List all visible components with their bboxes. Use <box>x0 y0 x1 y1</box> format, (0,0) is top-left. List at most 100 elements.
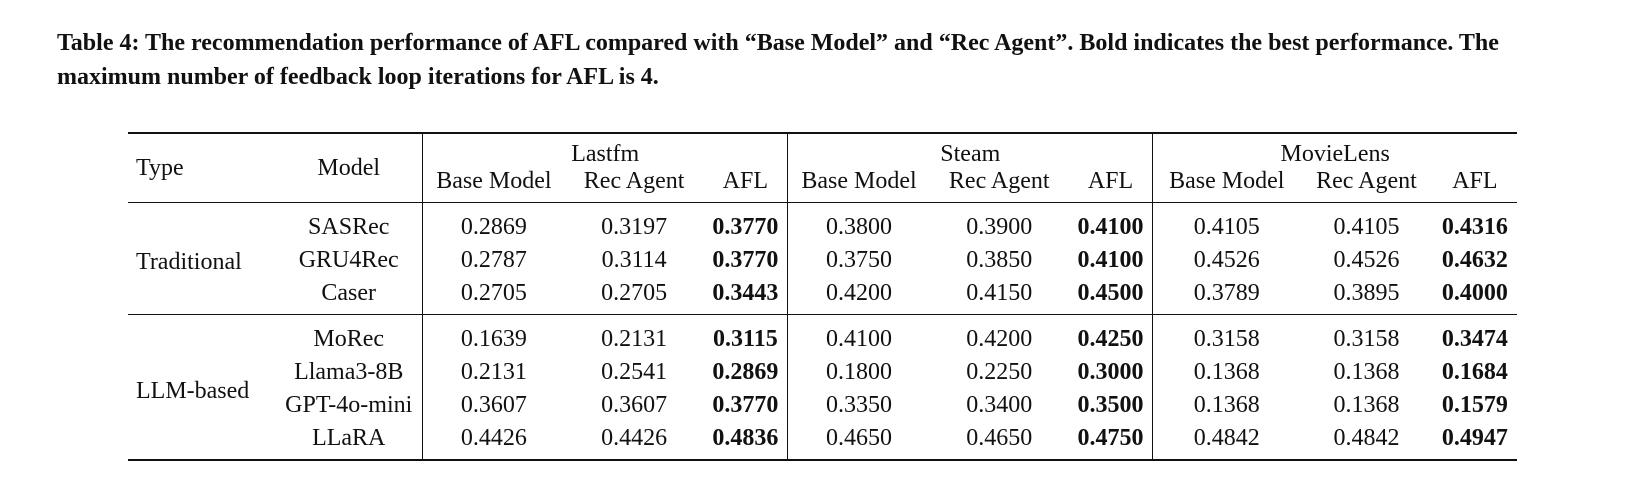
header-sub-afl: AFL <box>1452 168 1498 194</box>
header-sub-afl: AFL <box>703 168 789 203</box>
value-cell: 0.3895 <box>1333 280 1400 306</box>
model-cell: Llama3-8B <box>275 356 424 389</box>
header-row-datasets: Type Model Lastfm Steam MovieLens <box>128 133 1517 203</box>
value-cell: 0.4105 <box>1193 214 1260 240</box>
table-row: Llama3-8B 0.2131 0.2541 0.2869 0.1800 0.2250 0… <box>128 356 1517 389</box>
value-cell: 0.4526 <box>1193 247 1260 273</box>
value-cell: 0.3197 <box>601 214 668 240</box>
value-cell: 0.2250 <box>966 359 1033 385</box>
header-sub-base: Base Model <box>801 168 917 194</box>
value-cell: 0.4200 <box>966 326 1033 352</box>
value-cell-best: 0.3474 <box>1441 326 1508 352</box>
header-dataset-steam: Steam <box>787 133 1154 168</box>
value-cell-best: 0.1579 <box>1441 392 1508 418</box>
value-cell: 0.1368 <box>1193 359 1260 385</box>
value-cell: 0.1368 <box>1193 392 1260 418</box>
group-llm-based: LLM-based MoRec 0.1639 0.2131 0.3115 0.4100 0.… <box>128 314 1517 460</box>
header-sub-rec: Rec Agent <box>948 168 1050 194</box>
value-cell: 0.4426 <box>601 425 668 451</box>
header-sub-base: Base Model <box>436 168 552 194</box>
table-row: GPT-4o-mini 0.3607 0.3607 0.3770 0.3350 0.340… <box>128 389 1517 422</box>
header-dataset-movielens: MovieLens <box>1280 141 1390 167</box>
header-row-metrics: Base Model Rec Agent AFL Base Model Rec … <box>128 168 1517 203</box>
value-cell: 0.2787 <box>460 247 527 273</box>
header-sub-afl: AFL <box>1068 168 1154 203</box>
value-cell: 0.4526 <box>1333 247 1400 273</box>
value-cell-best: 0.4000 <box>1441 280 1508 306</box>
value-cell: 0.4650 <box>826 425 892 451</box>
value-cell-best: 0.4750 <box>1068 422 1154 460</box>
header-model: Model <box>275 133 424 203</box>
value-cell: 0.1800 <box>826 359 892 385</box>
value-cell: 0.3900 <box>966 214 1033 240</box>
value-cell: 0.2869 <box>460 214 527 240</box>
header-sub-base: Base Model <box>1169 168 1285 194</box>
value-cell: 0.2131 <box>460 359 527 385</box>
value-cell-best: 0.3770 <box>703 244 789 277</box>
value-cell: 0.3607 <box>601 392 668 418</box>
value-cell: 0.4650 <box>966 425 1033 451</box>
value-cell: 0.2541 <box>601 359 668 385</box>
table-row: Traditional SASRec 0.2869 0.3197 0.3770 0.380… <box>128 202 1517 275</box>
type-cell: LLM-based <box>136 377 250 404</box>
model-cell: GRU4Rec <box>275 244 424 277</box>
value-cell: 0.1368 <box>1333 392 1400 418</box>
header-sub-rec: Rec Agent <box>583 168 685 194</box>
value-cell-best: 0.1684 <box>1441 359 1508 385</box>
value-cell-best: 0.3443 <box>703 277 789 315</box>
value-cell: 0.3750 <box>826 247 892 273</box>
model-cell: MoRec <box>275 314 424 356</box>
value-cell: 0.2705 <box>601 280 668 306</box>
table-row: LLM-based MoRec 0.1639 0.2131 0.3115 0.4100 0.… <box>128 314 1517 404</box>
table-row: Caser 0.2705 0.2705 0.3443 0.4200 0.4150 0.450… <box>128 277 1517 315</box>
value-cell: 0.4105 <box>1333 214 1400 240</box>
value-cell: 0.3850 <box>966 247 1033 273</box>
value-cell-best: 0.3770 <box>703 202 789 244</box>
value-cell: 0.4842 <box>1333 425 1400 451</box>
table-caption: Table 4: The recommendation performance … <box>57 30 1499 90</box>
value-cell-best: 0.4100 <box>1068 202 1154 244</box>
value-cell-best: 0.4500 <box>1068 277 1154 315</box>
value-cell-best: 0.3000 <box>1068 356 1154 389</box>
value-cell-best: 0.4836 <box>703 422 789 460</box>
model-cell: LLaRA <box>275 422 424 460</box>
group-traditional: Traditional SASRec 0.2869 0.3197 0.3770 0.380… <box>128 202 1517 315</box>
model-cell: SASRec <box>275 202 424 244</box>
header-sub-rec: Rec Agent <box>1316 168 1417 194</box>
value-cell-best: 0.3500 <box>1068 389 1154 422</box>
value-cell: 0.1639 <box>460 326 527 352</box>
type-cell: Traditional <box>136 249 242 275</box>
value-cell: 0.4426 <box>460 425 527 451</box>
table-row: GRU4Rec 0.2787 0.3114 0.3770 0.3750 0.3850 0.4… <box>128 244 1517 277</box>
value-cell: 0.3158 <box>1193 326 1260 352</box>
value-cell-best: 0.4250 <box>1068 314 1154 356</box>
value-cell: 0.2131 <box>601 326 668 352</box>
results-table-wrapper: Type Model Lastfm Steam MovieLens Base M… <box>128 132 1517 461</box>
value-cell: 0.3350 <box>826 392 892 418</box>
value-cell: 0.1368 <box>1333 359 1400 385</box>
value-cell: 0.3114 <box>601 247 667 273</box>
value-cell: 0.2705 <box>460 280 527 306</box>
value-cell-best: 0.2869 <box>703 356 789 389</box>
value-cell: 0.4200 <box>826 280 892 306</box>
value-cell: 0.4100 <box>826 326 892 352</box>
header-dataset-lastfm: Lastfm <box>422 133 789 168</box>
results-table: Type Model Lastfm Steam MovieLens Base M… <box>128 132 1517 461</box>
value-cell: 0.4150 <box>966 280 1033 306</box>
value-cell-best: 0.4947 <box>1441 425 1508 451</box>
value-cell: 0.3400 <box>966 392 1033 418</box>
model-cell: Caser <box>275 277 424 315</box>
value-cell: 0.4842 <box>1193 425 1260 451</box>
value-cell: 0.3800 <box>826 214 892 240</box>
model-cell: GPT-4o-mini <box>275 389 424 422</box>
header-type: Type <box>136 154 184 181</box>
value-cell-best: 0.4100 <box>1068 244 1154 277</box>
value-cell-best: 0.4316 <box>1441 214 1508 240</box>
value-cell: 0.3158 <box>1333 326 1400 352</box>
value-cell-best: 0.3770 <box>703 389 789 422</box>
value-cell-best: 0.3115 <box>703 314 789 356</box>
value-cell: 0.3607 <box>460 392 527 418</box>
value-cell: 0.3789 <box>1193 280 1260 306</box>
table-row: LLaRA 0.4426 0.4426 0.4836 0.4650 0.4650 0.475… <box>128 422 1517 460</box>
value-cell-best: 0.4632 <box>1441 247 1508 273</box>
